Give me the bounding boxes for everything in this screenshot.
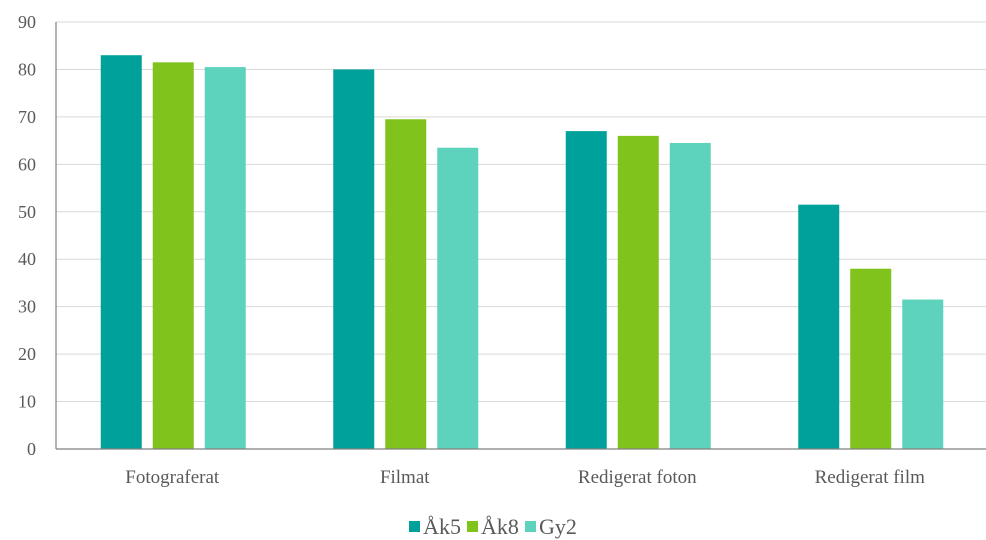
bar-Åk5-Filmat bbox=[333, 69, 375, 449]
x-category-label: Redigerat film bbox=[815, 467, 925, 488]
y-tick-label: 40 bbox=[18, 249, 36, 269]
legend-item: Åk5 bbox=[409, 514, 461, 540]
bar-Gy2-Fotograferat bbox=[204, 67, 246, 450]
y-tick-label: 50 bbox=[18, 202, 36, 222]
y-tick-label: 60 bbox=[18, 154, 36, 174]
bar-Åk8-Redigerat-film bbox=[850, 268, 892, 449]
bar-Åk8-Redigerat-foton bbox=[617, 135, 659, 449]
bar-Åk5-Redigerat-foton bbox=[565, 131, 607, 449]
bar-Gy2-Redigerat-foton bbox=[669, 142, 711, 449]
legend-swatch bbox=[524, 521, 536, 532]
y-tick-label: 20 bbox=[18, 344, 36, 364]
legend-swatch bbox=[467, 521, 479, 532]
legend-label: Gy2 bbox=[538, 513, 577, 539]
bar-chart: 0 10 20 30 40 50 60 70 80 90 Fotograferat Filmat Re… bbox=[18, 12, 986, 488]
bar-Åk5-Fotograferat bbox=[100, 55, 142, 449]
bar-Åk8-Fotograferat bbox=[152, 62, 194, 449]
y-axis: 0 10 20 30 40 50 60 70 80 90 bbox=[18, 12, 57, 459]
y-tick-label: 0 bbox=[27, 439, 36, 459]
bar-Åk5-Redigerat-film bbox=[798, 204, 840, 449]
legend-label: Åk5 bbox=[423, 513, 462, 539]
legend-label: Åk8 bbox=[481, 513, 519, 539]
y-tick-label: 30 bbox=[18, 297, 36, 317]
bar-Åk8-Filmat bbox=[385, 119, 427, 449]
legend-item: Gy2 bbox=[524, 513, 577, 540]
x-category-label: Redigerat foton bbox=[578, 467, 697, 488]
bar-Gy2-Filmat bbox=[437, 147, 479, 449]
y-tick-label: 90 bbox=[18, 12, 36, 32]
y-tick-label: 10 bbox=[18, 392, 36, 412]
y-tick-label: 80 bbox=[18, 59, 36, 79]
legend: Åk5 Åk8 Gy2 bbox=[0, 512, 986, 540]
y-tick-label: 70 bbox=[18, 107, 36, 127]
gridlines bbox=[56, 21, 986, 403]
x-category-label: Fotograferat bbox=[125, 467, 220, 488]
x-category-label: Filmat bbox=[380, 467, 430, 488]
legend-item: Åk8 bbox=[467, 514, 519, 540]
x-axis: Fotograferat Filmat Redigerat foton Rediger… bbox=[56, 448, 986, 488]
bar-Gy2-Redigerat-film bbox=[902, 299, 944, 449]
bars bbox=[100, 55, 944, 450]
legend-swatch bbox=[409, 521, 421, 532]
